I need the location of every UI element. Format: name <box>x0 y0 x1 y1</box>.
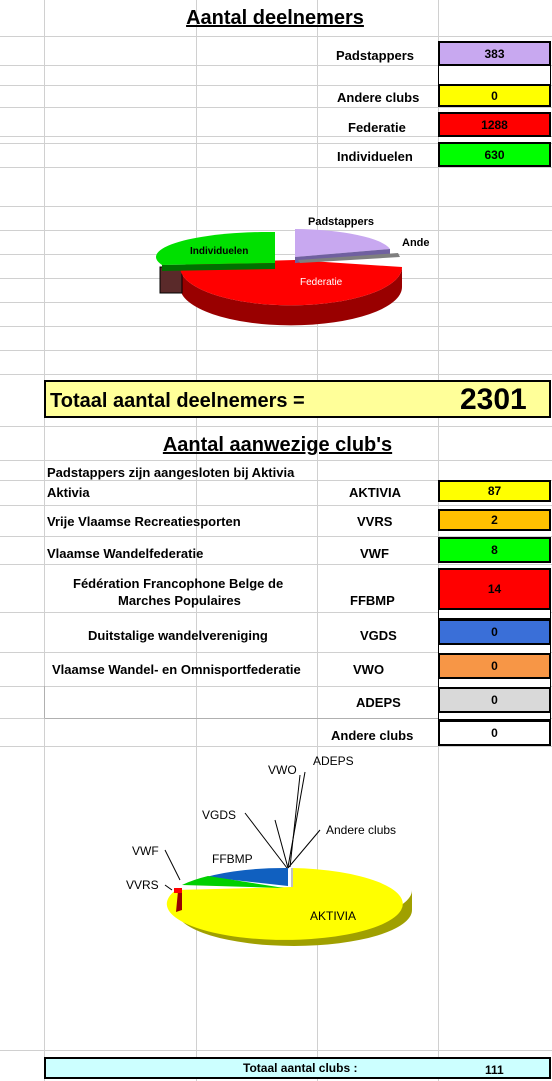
individuelen-label: Individuelen <box>337 149 413 164</box>
federatie-slice <box>180 260 402 306</box>
total-participants-value: 2301 <box>460 383 527 416</box>
chart2-label-vwo: VWO <box>268 763 297 777</box>
chart2-label-vvrs: VVRS <box>126 878 159 892</box>
club-value-ffbmp: 14 <box>438 568 551 610</box>
club-name-vwo: Vlaamse Wandel- en Omnisportfederatie <box>52 662 301 677</box>
club-value-aktivia: 87 <box>438 480 551 502</box>
clubs-pie-chart: AKTIVIA VVRS VWF FFBMP VGDS VWO ADEPS An… <box>126 754 412 946</box>
club-code-vwf: VWF <box>360 546 389 561</box>
ffbmp-slice <box>206 867 288 886</box>
total-participants-label: Totaal aantal deelnemers = <box>50 390 305 412</box>
total-clubs-box <box>44 1057 551 1079</box>
participants-title: Aantal deelnemers <box>186 7 364 29</box>
chart2-label-vgds: VGDS <box>202 808 236 822</box>
club-name-ffbmp: Fédération Francophone Belge de <box>73 576 284 591</box>
club-code-andere-clubs: Andere clubs <box>331 728 414 743</box>
clubs-title: Aantal aanwezige club's <box>162 434 393 456</box>
aktivia-note: Padstappers zijn aangesloten bij Aktivia <box>47 465 295 480</box>
spacer-cell <box>438 65 551 86</box>
club-name-vwf: Vlaamse Wandelfederatie <box>47 546 204 561</box>
padstappers-label: Padstappers <box>336 48 415 63</box>
individuelen-value: 630 <box>438 142 551 167</box>
club-value-vgds: 0 <box>438 619 551 645</box>
total-clubs-value: 111 <box>485 1063 504 1077</box>
chart1-label-andere-clubs: Andere clubs <box>402 237 430 249</box>
vvrs-slice <box>176 888 182 912</box>
club-name-ffbmp-line2: Marches Populaires <box>118 593 241 608</box>
andere-clubs-value: 0 <box>438 84 551 107</box>
aktivia-slice <box>166 868 403 940</box>
club-value-adeps: 0 <box>438 687 551 713</box>
club-name-vvrs: Vrije Vlaamse Recreatiesporten <box>47 514 241 529</box>
individuelen-slice-side <box>160 267 182 293</box>
club-value-andere-clubs: 0 <box>438 720 551 746</box>
club-name-aktivia: Aktivia <box>47 485 90 500</box>
club-code-ffbmp: FFBMP <box>350 593 395 608</box>
club-code-vgds: VGDS <box>360 628 397 643</box>
chart2-label-adeps: ADEPS <box>313 754 354 768</box>
chart2-label-ffbmp: FFBMP <box>212 852 253 866</box>
club-value-vwo: 0 <box>438 653 551 679</box>
club-code-adeps: ADEPS <box>356 695 401 710</box>
chart1-label-individuelen: Individuelen <box>190 246 248 257</box>
federatie-label: Federatie <box>348 120 406 135</box>
vwf-slice <box>182 876 284 888</box>
club-code-aktivia: AKTIVIA <box>349 485 401 500</box>
padstappers-slice <box>295 229 390 257</box>
andere-clubs-label: Andere clubs <box>337 90 420 105</box>
total-clubs-label: Totaal aantal clubs : <box>243 1061 358 1075</box>
andere-clubs-slice <box>298 253 400 263</box>
padstappers-value: 383 <box>438 41 551 66</box>
chart2-label-andere-clubs: Andere clubs <box>326 823 396 837</box>
chart1-label-padstappers: Padstappers <box>308 216 374 228</box>
spacer-cell <box>438 609 551 619</box>
chart1-label-federatie: Federatie <box>300 277 343 288</box>
club-value-vwf: 8 <box>438 537 551 563</box>
chart2-label-aktivia: AKTIVIA <box>310 909 356 923</box>
individuelen-slice <box>156 231 275 265</box>
club-name-vgds: Duitstalige wandelvereniging <box>88 628 268 643</box>
club-code-vwo: VWO <box>353 662 385 677</box>
chart2-label-vwf: VWF <box>132 844 159 858</box>
spacer-cell <box>438 712 551 720</box>
club-value-vvrs: 2 <box>438 509 551 531</box>
total-participants-box <box>44 380 551 418</box>
club-code-vvrs: VVRS <box>357 514 393 529</box>
federatie-slice-side <box>180 267 402 326</box>
federatie-value: 1288 <box>438 112 551 137</box>
participants-pie-chart: Padstappers Andere clubs Federatie Indiv… <box>156 216 430 326</box>
